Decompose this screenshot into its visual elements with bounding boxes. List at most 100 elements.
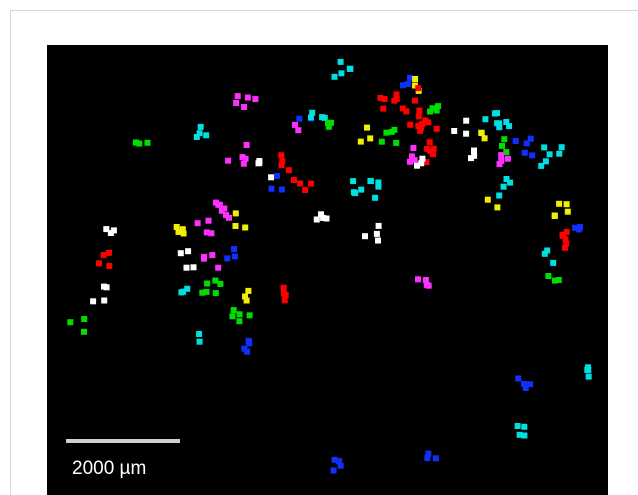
cell (338, 463, 344, 469)
cell (507, 180, 513, 186)
cell (318, 211, 324, 217)
cell (521, 433, 527, 439)
cell (291, 177, 297, 183)
cell (136, 141, 142, 147)
cell (296, 116, 302, 122)
cell (478, 130, 484, 136)
cell (527, 381, 533, 387)
cell (244, 142, 250, 148)
scale-bar-label: 2000 µm (72, 458, 146, 479)
cell (232, 253, 238, 259)
cell (379, 139, 385, 145)
cell (499, 143, 505, 149)
cell (410, 145, 416, 151)
cell (419, 156, 425, 162)
cell (103, 226, 109, 232)
cell (242, 225, 248, 231)
cell (282, 297, 288, 303)
cell (204, 281, 210, 287)
cell (407, 122, 413, 128)
cell (67, 319, 73, 325)
cell (375, 180, 381, 186)
cell (362, 233, 368, 239)
cell (225, 158, 231, 164)
cell (482, 116, 488, 122)
cell (358, 139, 364, 145)
cell (513, 138, 519, 144)
cell (319, 114, 325, 120)
cell (538, 163, 544, 169)
cell (96, 260, 102, 266)
cell (451, 128, 457, 134)
cell (368, 178, 374, 184)
cell (256, 158, 262, 164)
cell (332, 457, 338, 463)
cell (427, 139, 433, 145)
cell (563, 236, 569, 242)
cell (552, 213, 558, 219)
cell (180, 226, 186, 232)
cell (209, 252, 215, 258)
cell (208, 230, 214, 236)
cell (281, 291, 287, 297)
cell (377, 95, 383, 101)
cell (497, 161, 503, 167)
cell (423, 277, 429, 283)
cell (215, 202, 221, 208)
cell (215, 265, 221, 271)
cell (380, 106, 386, 112)
cell (550, 260, 556, 266)
cell (585, 364, 591, 370)
cell (400, 105, 406, 111)
cell (586, 374, 592, 380)
cell (241, 104, 247, 110)
figure: 2000 µm (0, 0, 638, 495)
cell (528, 136, 534, 142)
cell (407, 159, 413, 165)
cell (547, 151, 553, 157)
cell (101, 298, 107, 304)
cell (501, 136, 507, 142)
cell (389, 129, 395, 135)
cell (245, 95, 251, 101)
cell (201, 254, 207, 260)
cell (247, 312, 253, 318)
cell (393, 140, 399, 146)
cell (309, 110, 315, 116)
cell (496, 124, 502, 130)
cell (364, 125, 370, 131)
cell (174, 224, 180, 230)
cell (90, 298, 96, 304)
cell (556, 277, 562, 283)
cell (226, 215, 232, 221)
cell (463, 131, 469, 137)
cell (237, 311, 243, 317)
cell (269, 186, 275, 192)
cell (236, 318, 242, 324)
cell (194, 134, 200, 140)
cell (281, 285, 287, 291)
cell (206, 218, 212, 224)
cell (297, 181, 303, 187)
cell (213, 290, 219, 296)
cell (231, 246, 237, 252)
cell (463, 118, 469, 124)
cell (308, 181, 314, 187)
cell (233, 100, 239, 106)
cell (425, 451, 431, 457)
cell (358, 187, 364, 193)
cell (195, 220, 201, 226)
cell (565, 209, 571, 215)
cell (505, 156, 511, 162)
cell (416, 113, 422, 119)
cell (562, 245, 568, 251)
cell (415, 85, 421, 91)
cell (198, 124, 204, 130)
cell (240, 154, 246, 160)
cell (400, 82, 406, 88)
cell (415, 276, 421, 282)
cell (314, 217, 320, 223)
cell (184, 265, 190, 271)
cell (376, 223, 382, 229)
cell (197, 339, 203, 345)
